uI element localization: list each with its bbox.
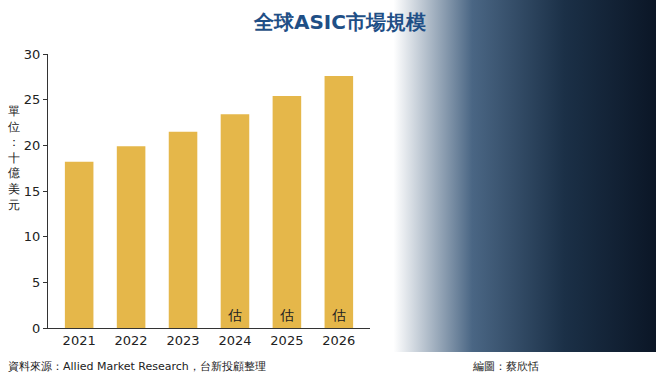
svg-text:單位：十億美元: 單位：十億美元 (8, 104, 20, 212)
svg-text:估: 估 (227, 307, 242, 323)
svg-text:編圖：蔡欣恬: 編圖：蔡欣恬 (472, 360, 539, 373)
svg-text:2022: 2022 (115, 333, 148, 348)
svg-text:2026: 2026 (322, 333, 355, 348)
svg-text:估: 估 (279, 307, 294, 323)
svg-text:2023: 2023 (166, 333, 199, 348)
svg-text:10: 10 (24, 229, 41, 244)
svg-text:2021: 2021 (63, 333, 96, 348)
svg-text:5: 5 (32, 275, 40, 290)
svg-text:估: 估 (331, 307, 346, 323)
svg-text:2024: 2024 (218, 333, 251, 348)
svg-text:25: 25 (24, 92, 41, 107)
svg-text:20: 20 (24, 138, 41, 153)
svg-text:資料來源：Allied Market Research，台新: 資料來源：Allied Market Research，台新投顧整理 (8, 360, 266, 373)
svg-text:15: 15 (24, 184, 41, 199)
svg-text:0: 0 (32, 321, 40, 336)
svg-text:30: 30 (24, 47, 41, 62)
svg-text:2025: 2025 (270, 333, 303, 348)
svg-text:全球ASIC市場規模: 全球ASIC市場規模 (253, 10, 426, 34)
